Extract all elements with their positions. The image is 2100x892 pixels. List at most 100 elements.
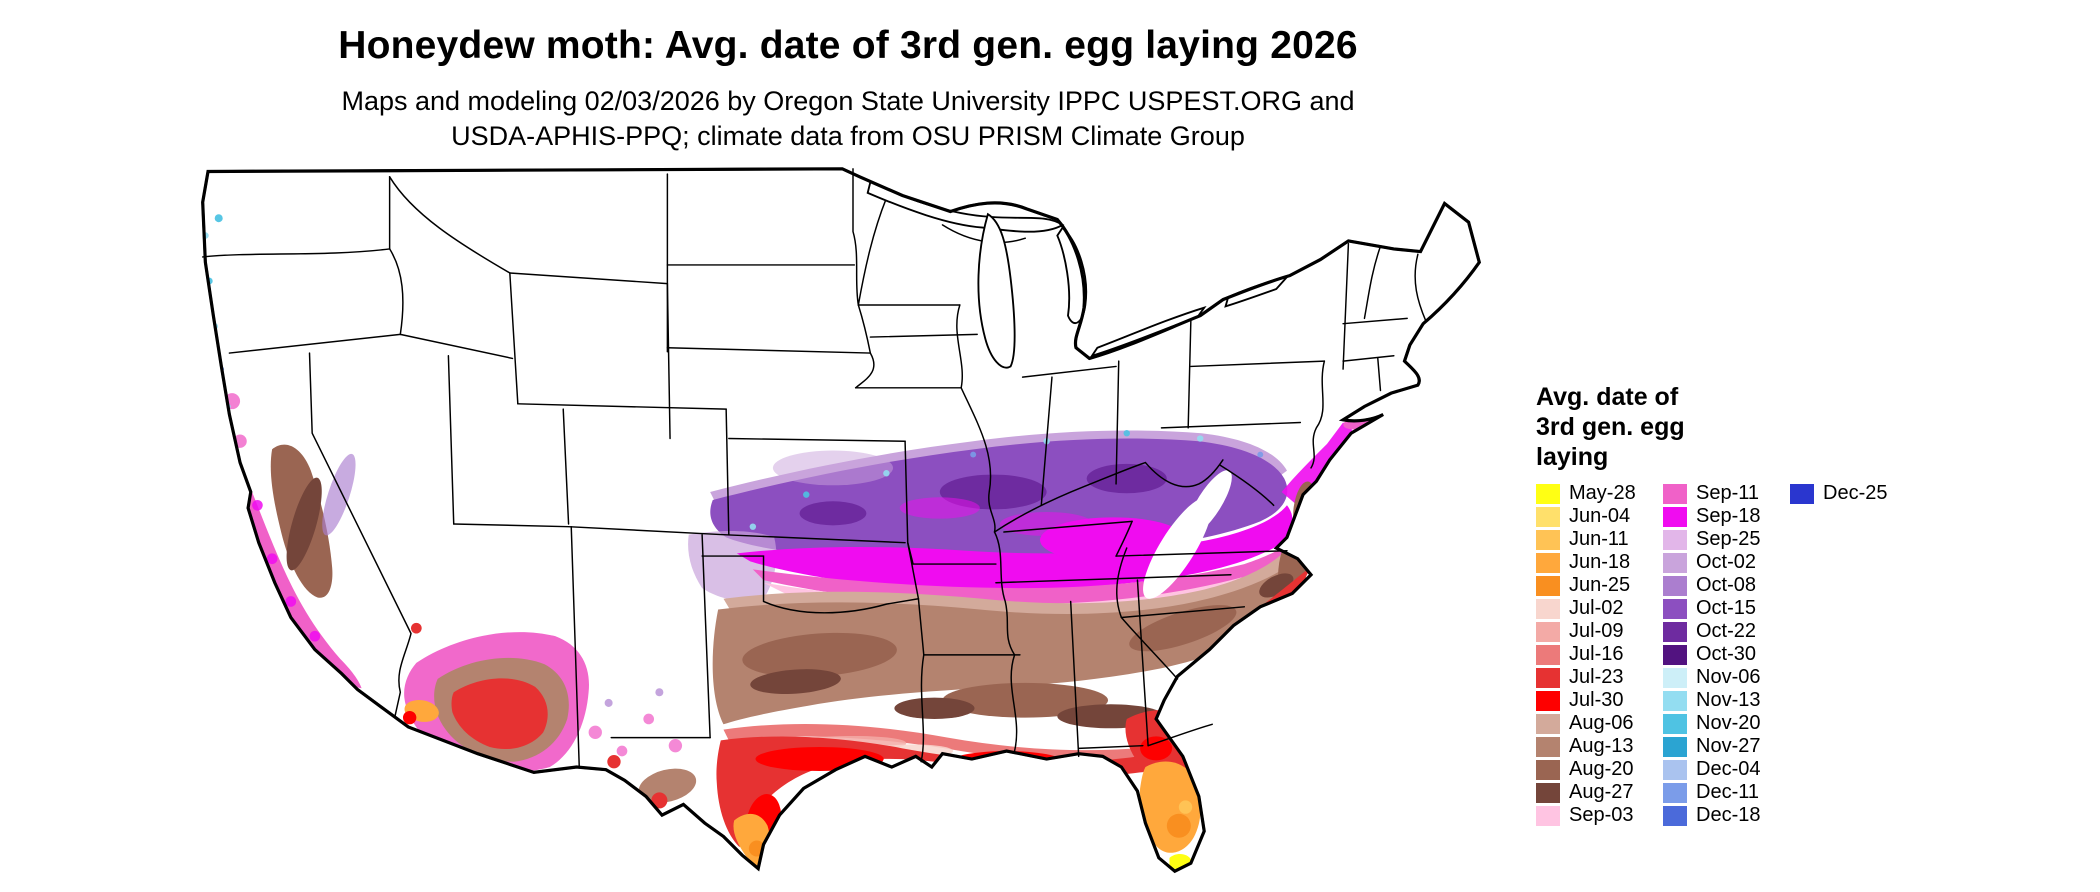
- speckle-dot: [214, 214, 223, 223]
- legend-swatch: [1663, 736, 1687, 757]
- region-kentucky-magenta: [1039, 517, 1187, 563]
- legend-label: Dec-18: [1696, 804, 1761, 826]
- legend-label: Aug-20: [1569, 758, 1634, 780]
- legend-item: Jun-25: [1536, 574, 1663, 597]
- legend-item: Sep-03: [1536, 804, 1663, 827]
- region-yuma-red: [402, 710, 417, 725]
- map-svg: [201, 167, 1482, 880]
- legend-swatch: [1663, 598, 1687, 619]
- region-oct22-patch: [799, 501, 867, 526]
- legend-label: Aug-06: [1569, 712, 1634, 734]
- legend-item: Oct-22: [1663, 620, 1790, 643]
- legend-swatch: [1536, 575, 1560, 596]
- legend-label: Oct-02: [1696, 551, 1757, 573]
- legend-swatch: [1536, 529, 1560, 550]
- legend-swatch: [1536, 805, 1560, 826]
- legend-item: Nov-13: [1663, 689, 1790, 712]
- legend-item: Dec-25: [1790, 482, 1902, 505]
- legend: Avg. date of 3rd gen. egg laying May-28 J…: [1536, 382, 1902, 827]
- legend-item: Dec-11: [1663, 781, 1790, 804]
- legend-item: Sep-25: [1663, 528, 1790, 551]
- region-keys-yellow: [1164, 875, 1169, 880]
- legend-swatch: [1536, 782, 1560, 803]
- legend-item: Aug-27: [1536, 781, 1663, 804]
- legend-label: Oct-30: [1696, 643, 1757, 665]
- state-borders: [201, 168, 1427, 768]
- region-elpaso-red: [607, 755, 621, 769]
- legend-label: Nov-06: [1696, 666, 1761, 688]
- legend-label: Jun-18: [1569, 551, 1631, 573]
- legend-item: Nov-20: [1663, 712, 1790, 735]
- legend-item: Aug-06: [1536, 712, 1663, 735]
- legend-item: Jul-30: [1536, 689, 1663, 712]
- legend-columns: May-28 Jun-04 Jun-11 Jun-18 Jun-25 Jul-02 Jul-…: [1536, 482, 1902, 827]
- legend-swatch: [1663, 759, 1687, 780]
- legend-swatch: [1663, 575, 1687, 596]
- speckle-dot: [883, 470, 890, 477]
- region-arizona-red: [451, 678, 548, 750]
- legend-label: Jul-30: [1569, 689, 1624, 711]
- region-jul23-band: [716, 713, 1269, 848]
- region-jun11-patch: [1178, 800, 1193, 814]
- legend-swatch: [1536, 552, 1560, 573]
- region-aug27-patch: [894, 697, 975, 719]
- page-title: Honeydew moth: Avg. date of 3rd gen. egg…: [338, 24, 1358, 67]
- speckle-dot: [1123, 429, 1130, 437]
- region-sierra-purple: [322, 453, 356, 536]
- legend-item: Oct-15: [1663, 597, 1790, 620]
- legend-title: Avg. date of 3rd gen. egg laying: [1536, 383, 1685, 471]
- legend-label: Sep-18: [1696, 505, 1761, 527]
- legend-column-3: Dec-25: [1790, 482, 1902, 505]
- legend-swatch: [1663, 805, 1687, 826]
- region-midatlantic-coast-magenta: [1281, 422, 1355, 508]
- speckle-dot: [749, 523, 757, 530]
- lake-erie: [1089, 305, 1207, 358]
- region-aug27-patch: [750, 669, 841, 694]
- region-nm-pink-dot: [668, 738, 683, 753]
- legend-label: Jun-11: [1569, 528, 1629, 550]
- legend-label: Oct-22: [1696, 620, 1757, 642]
- subtitle-line-1: Maps and modeling 02/03/2026 by Oregon S…: [341, 86, 1355, 116]
- speckle-dot: [803, 491, 810, 498]
- legend-swatch: [1663, 690, 1687, 711]
- legend-label: Jul-09: [1569, 620, 1624, 642]
- region-ca-coast-magenta: [252, 499, 263, 511]
- legend-swatch: [1536, 690, 1560, 711]
- legend-swatch: [1536, 667, 1560, 688]
- us-choropleth-map: [192, 156, 1514, 888]
- legend-swatch: [1663, 483, 1687, 504]
- legend-swatch: [1536, 644, 1560, 665]
- legend-swatch: [1536, 598, 1560, 619]
- us-outline: [201, 167, 1482, 874]
- legend-item: Aug-13: [1536, 735, 1663, 758]
- speckle-dot: [1196, 435, 1204, 442]
- legend-swatch: [1536, 713, 1560, 734]
- region-central-valley-dark: [286, 477, 322, 571]
- choropleth-regions: [202, 214, 1381, 880]
- region-snv-red: [410, 622, 422, 634]
- legend-swatch: [1663, 529, 1687, 550]
- legend-swatch: [1663, 644, 1687, 665]
- region-jun25-patch: [1166, 813, 1191, 838]
- region-florida-jul30: [1140, 736, 1173, 761]
- region-nm-purple-dot: [604, 698, 613, 707]
- legend-swatch: [1663, 667, 1687, 688]
- region-jul30-patch: [755, 747, 884, 772]
- legend-swatch: [1663, 552, 1687, 573]
- speckle-dot: [970, 451, 977, 458]
- region-ca-coast-magenta: [309, 630, 321, 642]
- legend-item: Oct-02: [1663, 551, 1790, 574]
- legend-item: Dec-04: [1663, 758, 1790, 781]
- legend-label: Jun-25: [1569, 574, 1631, 596]
- region-jul30-patch: [950, 751, 1063, 773]
- region-keys-yellow: [1145, 871, 1150, 876]
- legend-swatch: [1790, 483, 1814, 504]
- legend-item: Jun-11: [1536, 528, 1663, 551]
- legend-swatch: [1663, 782, 1687, 803]
- legend-item: Sep-11: [1663, 482, 1790, 505]
- region-aug06-fringe: [723, 542, 1304, 617]
- region-bigbend-red: [651, 792, 668, 809]
- legend-label: Nov-20: [1696, 712, 1761, 734]
- region-jul16-fringe: [723, 700, 1282, 763]
- region-nm-pink-dot: [588, 725, 602, 739]
